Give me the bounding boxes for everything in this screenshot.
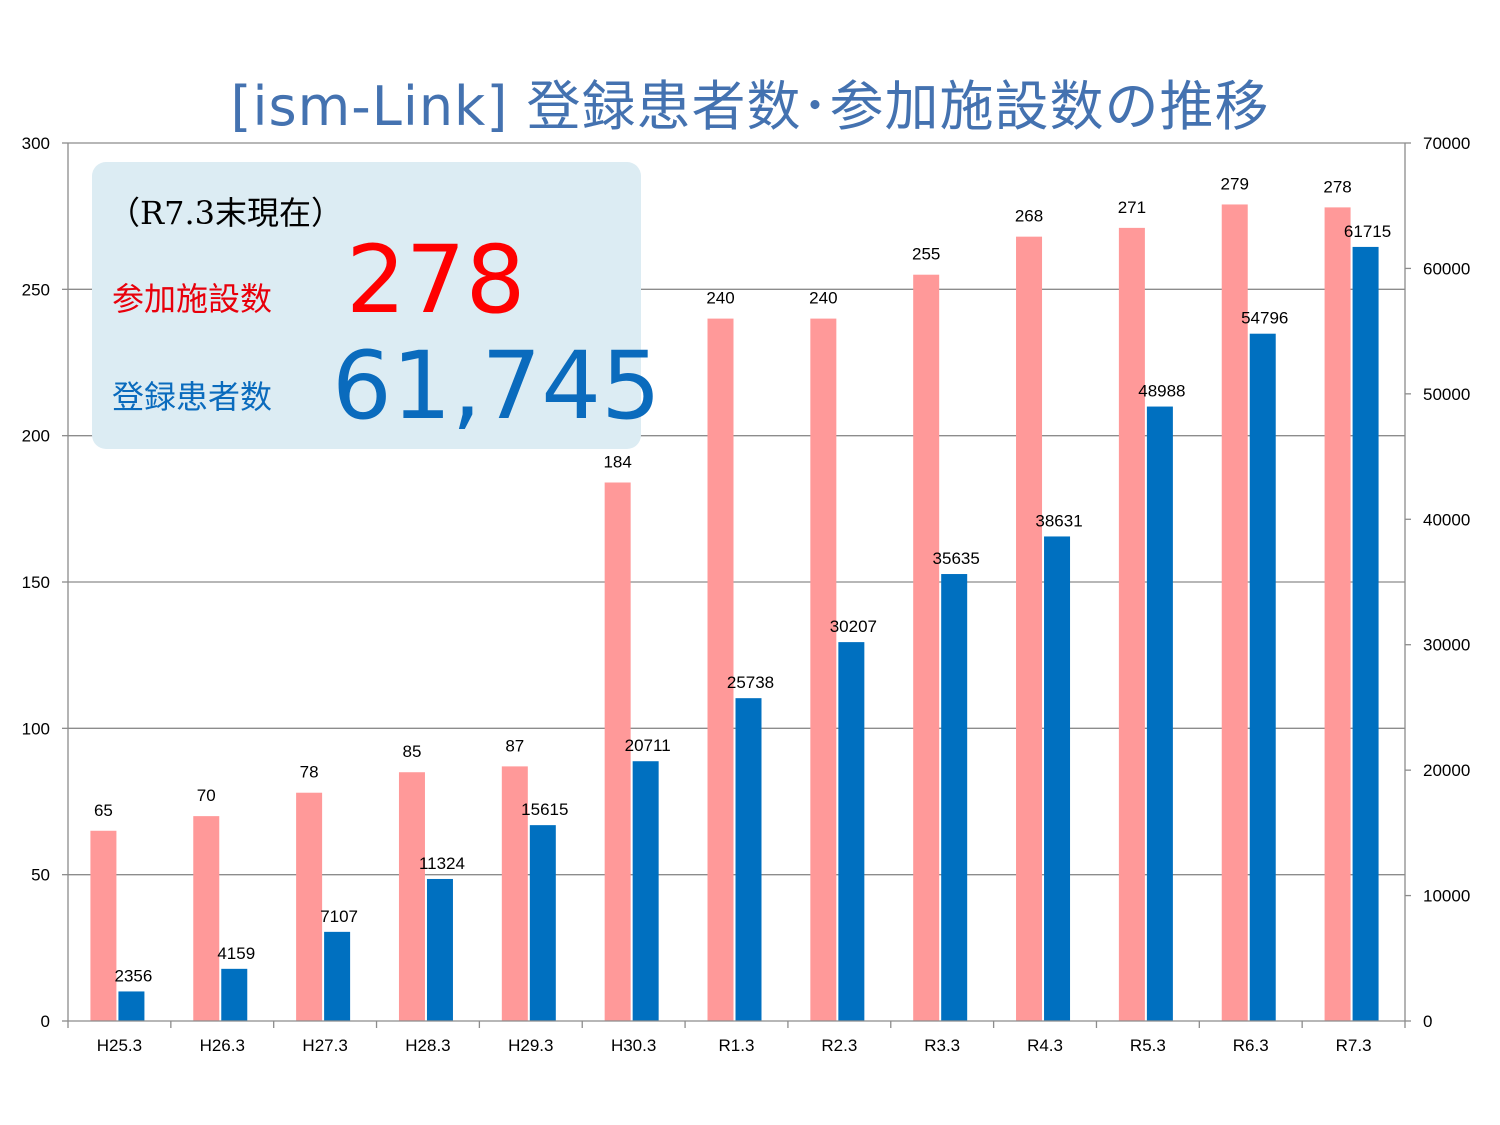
patient-bar bbox=[632, 761, 659, 1021]
facility-bar bbox=[398, 772, 425, 1021]
facility-value-label: 255 bbox=[912, 245, 940, 264]
facility-value-label: 279 bbox=[1221, 174, 1249, 193]
category-label: H25.3 bbox=[97, 1036, 142, 1055]
category-label: R1.3 bbox=[719, 1036, 755, 1055]
patient-count-label: 登録患者数 bbox=[112, 378, 273, 416]
facility-bar bbox=[707, 318, 734, 1022]
left-tick-label: 200 bbox=[22, 427, 50, 446]
summary-box: （R7.3末現在） 参加施設数 278 登録患者数 61,745 bbox=[92, 162, 661, 449]
facility-bar bbox=[90, 830, 117, 1021]
facility-bar bbox=[913, 274, 940, 1021]
right-tick-label: 30000 bbox=[1423, 636, 1470, 655]
facility-value-label: 271 bbox=[1118, 198, 1146, 217]
facility-value-label: 240 bbox=[809, 289, 837, 308]
category-label: H28.3 bbox=[405, 1036, 450, 1055]
patient-bar bbox=[426, 878, 453, 1021]
axes: 0 50 100 150 200 250 300 0 10000 20000 30000 40000 5… bbox=[22, 134, 1471, 1055]
patient-value-label: 48988 bbox=[1138, 382, 1185, 401]
category-label: R2.3 bbox=[821, 1036, 857, 1055]
facility-value-label: 268 bbox=[1015, 207, 1043, 226]
patient-bar bbox=[324, 931, 351, 1021]
facility-value-label: 78 bbox=[300, 763, 319, 782]
facility-bar bbox=[1118, 227, 1145, 1021]
patient-value-label: 25738 bbox=[727, 673, 774, 692]
facility-bar bbox=[1221, 204, 1248, 1021]
facility-value-label: 85 bbox=[403, 742, 422, 761]
facility-value-label: 240 bbox=[706, 289, 734, 308]
patient-count-value: 61,745 bbox=[332, 332, 661, 441]
patient-value-label: 4159 bbox=[217, 944, 255, 963]
patient-bar bbox=[941, 574, 968, 1021]
right-tick-label: 40000 bbox=[1423, 510, 1470, 529]
patient-value-label: 20711 bbox=[625, 736, 671, 755]
facility-count-label: 参加施設数 bbox=[112, 280, 273, 318]
patient-value-label: 2356 bbox=[115, 966, 153, 985]
patient-value-label: 35635 bbox=[933, 549, 980, 568]
facility-value-label: 70 bbox=[197, 786, 216, 805]
category-label: R6.3 bbox=[1233, 1036, 1269, 1055]
facility-value-label: 65 bbox=[94, 801, 113, 820]
patient-bar bbox=[735, 698, 762, 1021]
patient-value-label: 11324 bbox=[419, 854, 465, 873]
facility-bar bbox=[1016, 236, 1043, 1022]
right-tick-label: 70000 bbox=[1423, 134, 1470, 153]
patient-value-label: 54796 bbox=[1241, 309, 1288, 328]
facility-count-value: 278 bbox=[346, 226, 526, 335]
facility-bar bbox=[604, 482, 631, 1021]
facility-value-label: 87 bbox=[505, 736, 524, 755]
right-tick-label: 20000 bbox=[1423, 761, 1470, 780]
left-tick-label: 150 bbox=[22, 573, 50, 592]
patient-bar bbox=[838, 642, 865, 1021]
left-tick-label: 50 bbox=[31, 866, 50, 885]
category-label: R3.3 bbox=[924, 1036, 960, 1055]
category-label: H27.3 bbox=[302, 1036, 347, 1055]
right-tick-label: 0 bbox=[1423, 1012, 1432, 1031]
facility-value-label: 278 bbox=[1323, 177, 1351, 196]
left-tick-label: 0 bbox=[41, 1012, 50, 1031]
patient-bar bbox=[1044, 536, 1071, 1021]
patient-value-label: 7107 bbox=[320, 907, 358, 926]
category-label: R5.3 bbox=[1130, 1036, 1166, 1055]
facility-bar bbox=[1324, 207, 1351, 1022]
right-tick-label: 60000 bbox=[1423, 259, 1470, 278]
patient-bar bbox=[1146, 406, 1173, 1021]
patient-bar bbox=[529, 825, 556, 1021]
facility-bar bbox=[193, 816, 220, 1021]
patient-bar bbox=[1352, 246, 1379, 1021]
patient-bar bbox=[118, 991, 145, 1021]
facility-bar bbox=[810, 318, 837, 1022]
facility-bar bbox=[501, 766, 528, 1021]
facility-bar bbox=[296, 792, 323, 1021]
chart-title: [ism-Link] 登録患者数･参加施設数の推移 bbox=[230, 75, 1270, 138]
category-label: R4.3 bbox=[1027, 1036, 1063, 1055]
data-labels: 65 2356 70 4159 78 7107 85 11324 87 15615 184 20711… bbox=[94, 174, 1391, 985]
category-label: H30.3 bbox=[611, 1036, 656, 1055]
category-label: R7.3 bbox=[1336, 1036, 1372, 1055]
category-label: H26.3 bbox=[200, 1036, 245, 1055]
right-tick-label: 10000 bbox=[1423, 887, 1470, 906]
patient-value-label: 15615 bbox=[521, 800, 568, 819]
patient-value-label: 61715 bbox=[1344, 222, 1391, 241]
left-tick-label: 100 bbox=[22, 719, 50, 738]
patient-bar bbox=[1249, 333, 1276, 1021]
facility-value-label: 184 bbox=[603, 452, 631, 471]
patient-value-label: 30207 bbox=[830, 617, 877, 636]
category-label: H29.3 bbox=[508, 1036, 553, 1055]
summary-date: （R7.3末現在） bbox=[108, 194, 343, 232]
patient-bar bbox=[221, 968, 248, 1021]
patient-value-label: 38631 bbox=[1035, 511, 1082, 530]
right-tick-label: 50000 bbox=[1423, 385, 1470, 404]
left-tick-label: 300 bbox=[22, 134, 50, 153]
left-tick-label: 250 bbox=[22, 280, 50, 299]
bars bbox=[90, 204, 1379, 1022]
